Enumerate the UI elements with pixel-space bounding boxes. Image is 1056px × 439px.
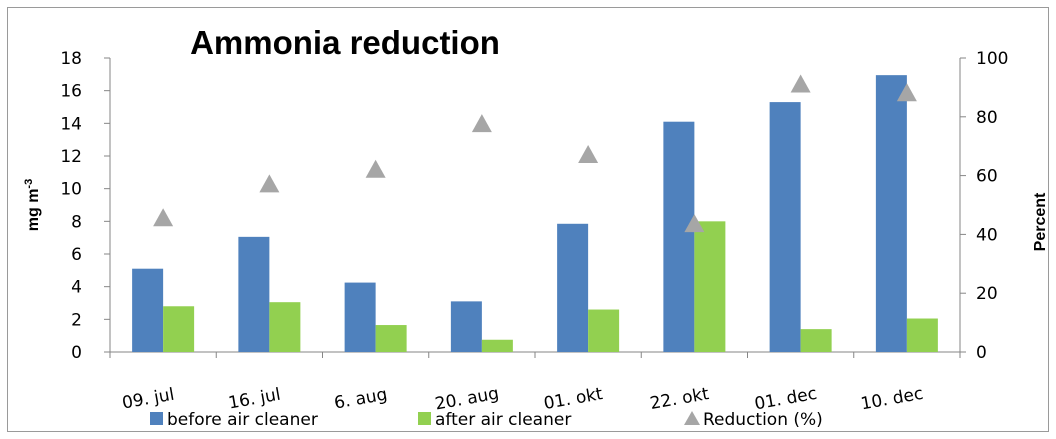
legend-label: before air cleaner [167, 410, 318, 430]
legend-swatch [418, 412, 431, 425]
x-category-label: 22. okt [649, 384, 711, 414]
y2-axis-title: Percent [1032, 192, 1049, 251]
reduction-point [365, 159, 386, 178]
y-axis-title: mg m-3 [23, 179, 42, 231]
y2-tick-label: 40 [976, 225, 998, 245]
y-tick-label: 18 [60, 49, 82, 69]
reduction-point [259, 174, 280, 193]
reduction-point [578, 145, 599, 164]
y2-tick-label: 80 [976, 108, 998, 128]
y-tick-label: 6 [71, 245, 82, 265]
bar-before-air-cleaner [557, 223, 589, 352]
x-category-label: 6. aug [333, 385, 389, 414]
legend-swatch [684, 411, 700, 425]
y-axis-title-text: mg m [25, 189, 42, 232]
bar-before-air-cleaner [769, 102, 801, 352]
reduction-point [684, 214, 705, 233]
y2-tick-label: 60 [976, 167, 998, 187]
bar-after-air-cleaner [481, 339, 513, 352]
y-tick-label: 0 [71, 343, 82, 363]
legend: before air cleaner after air cleaner Reduc… [150, 410, 823, 430]
bar-after-air-cleaner [906, 318, 938, 352]
y-tick-label: 16 [60, 82, 82, 102]
y2-tick-label: 20 [976, 284, 998, 304]
y-tick-label: 10 [60, 180, 82, 200]
chart-title: Ammonia reduction [190, 24, 500, 61]
bar-before-air-cleaner [450, 301, 482, 352]
x-category-label: 10. dec [859, 384, 925, 415]
y-tick-label: 14 [60, 114, 82, 134]
bar-after-air-cleaner [694, 221, 726, 352]
bar-after-air-cleaner [375, 325, 407, 352]
bar-before-air-cleaner [238, 236, 270, 352]
y-tick-label: 2 [71, 310, 82, 330]
reduction-point [896, 83, 917, 102]
legend-label: after air cleaner [435, 410, 571, 430]
reduction-point [790, 74, 811, 93]
y-tick-label: 12 [60, 147, 82, 167]
y-axis-title-superscript: -3 [23, 179, 35, 189]
y-tick-label: 4 [71, 278, 82, 298]
chart-frame [7, 7, 1049, 432]
bar-after-air-cleaner [800, 329, 832, 352]
bar-after-air-cleaner [588, 309, 620, 352]
y2-tick-label: 100 [976, 49, 1008, 69]
bar-before-air-cleaner [344, 282, 376, 352]
y2-tick-label: 0 [976, 343, 987, 363]
bar-after-air-cleaner [163, 306, 195, 352]
legend-label: Reduction (%) [703, 410, 823, 430]
bar-before-air-cleaner [663, 121, 695, 352]
y-tick-label: 8 [71, 212, 82, 232]
reduction-point [471, 114, 492, 133]
legend-swatch [150, 412, 163, 425]
bar-before-air-cleaner [875, 75, 907, 353]
bar-before-air-cleaner [132, 268, 164, 352]
reduction-point [153, 208, 174, 227]
bar-after-air-cleaner [269, 302, 301, 352]
